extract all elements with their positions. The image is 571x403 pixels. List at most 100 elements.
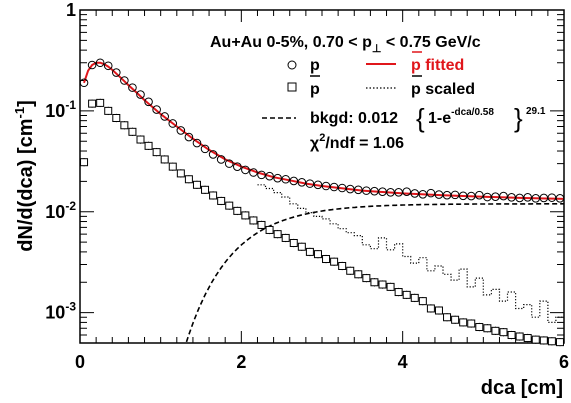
- pbar-point: [225, 201, 234, 210]
- p-point: [103, 61, 113, 71]
- p-point: [257, 170, 266, 180]
- p-point: [345, 184, 355, 194]
- p-point: [370, 186, 379, 196]
- p-point: [354, 185, 363, 195]
- pbar-point: [257, 220, 266, 229]
- p-point: [523, 193, 533, 202]
- pbar-point: [160, 155, 169, 164]
- p-point: [112, 68, 121, 77]
- pbar-point: [547, 337, 556, 346]
- plot-frame: [79, 9, 565, 344]
- x-tick-label: 2: [236, 352, 246, 372]
- pbar-point: [531, 335, 540, 344]
- p-point: [265, 171, 274, 181]
- pbar-point: [313, 250, 322, 259]
- p-point: [160, 112, 169, 121]
- p-point: [475, 190, 484, 200]
- p-point: [491, 192, 500, 202]
- legend-pbar-label: p: [310, 81, 320, 98]
- axes-layer: 0 2 4 6 1 10-1 10-2 10-3: [45, 0, 569, 372]
- pbar-point: [192, 180, 201, 189]
- p-point: [95, 58, 105, 68]
- legend-fit-label: p fitted: [411, 57, 464, 74]
- pbar-point: [289, 239, 298, 248]
- p-point: [120, 76, 129, 85]
- legend-p-marker: [287, 60, 297, 70]
- pbar-point: [362, 274, 371, 283]
- p-point: [144, 97, 153, 107]
- pbar-point: [265, 225, 274, 234]
- legend-p-label: p: [310, 57, 320, 74]
- p-point: [402, 187, 412, 197]
- pbar-point: [136, 135, 145, 144]
- pbar-point: [346, 266, 355, 275]
- p-point: [466, 191, 476, 201]
- pbar-point: [451, 315, 460, 324]
- p-point: [305, 179, 315, 188]
- pbar-point: [426, 304, 435, 313]
- bkgd-curve: [185, 203, 564, 343]
- pbar-point: [443, 313, 452, 322]
- pbar-point: [322, 255, 331, 264]
- x-tick-label: 6: [559, 352, 569, 372]
- pbar-point: [104, 106, 113, 115]
- p-point: [297, 177, 307, 187]
- pbar-point: [330, 257, 339, 266]
- p-point: [515, 193, 524, 203]
- y-tick-label: 10-2: [45, 199, 76, 222]
- pbar-point: [539, 336, 548, 345]
- pbar-point: [120, 121, 129, 130]
- pbar-point: [354, 270, 363, 279]
- legend-pbar-marker: [287, 82, 297, 92]
- p-point: [216, 155, 226, 164]
- pbar-point: [305, 247, 314, 256]
- legend-bkgd-prefix: bkgd: 0.012: [310, 110, 398, 127]
- p-point: [329, 182, 339, 192]
- pbar-point: [209, 191, 218, 200]
- y-axis-label: dN/d(dca) [cm-1]: [12, 100, 37, 252]
- p-point: [499, 191, 508, 201]
- pbar-point: [96, 98, 105, 107]
- pbar-point: [168, 162, 177, 171]
- pbar-point: [370, 278, 379, 287]
- pbar-point: [467, 319, 476, 328]
- p-point: [321, 181, 331, 191]
- pbar-point: [434, 306, 443, 315]
- pbar-point: [152, 148, 161, 157]
- legend-bkgd-outer-exp: 29.1: [526, 106, 546, 117]
- p-point: [281, 174, 291, 184]
- p-point: [450, 190, 460, 200]
- x-axis-label: dca [cm]: [481, 377, 563, 399]
- y-tick-label: 10-3: [45, 300, 76, 323]
- pbar-point: [281, 233, 290, 242]
- p-point: [192, 138, 202, 148]
- p-point: [273, 173, 282, 183]
- p-point: [200, 144, 210, 154]
- pbar-point: [297, 242, 306, 251]
- pbar-point: [507, 331, 516, 340]
- pbar-point: [112, 113, 121, 122]
- pbar-point: [491, 326, 500, 335]
- p-point: [128, 83, 137, 92]
- pbar-point: [201, 185, 210, 194]
- p-point: [426, 188, 436, 198]
- p-point: [507, 193, 516, 202]
- legend-chi2: χ2/ndf = 1.06: [310, 132, 404, 152]
- pbar-point: [241, 211, 250, 220]
- pbar-point: [555, 338, 564, 347]
- p-point: [241, 165, 250, 175]
- x-tick-label: 4: [398, 352, 408, 372]
- pbar-point: [499, 328, 508, 337]
- legend-scaled-label: p scaled: [411, 81, 475, 98]
- y-tick-label: 10-1: [45, 98, 76, 121]
- pbar-point: [338, 261, 347, 270]
- pbar-point: [418, 297, 427, 306]
- pbar-point: [273, 230, 282, 239]
- p-point: [233, 162, 242, 171]
- legend-bkgd-inner: 1-e-dca/0.58: [428, 107, 494, 127]
- pbar-point: [233, 206, 242, 215]
- p-point: [168, 119, 178, 128]
- pbar-point: [128, 127, 137, 136]
- pbar-point: [483, 324, 492, 333]
